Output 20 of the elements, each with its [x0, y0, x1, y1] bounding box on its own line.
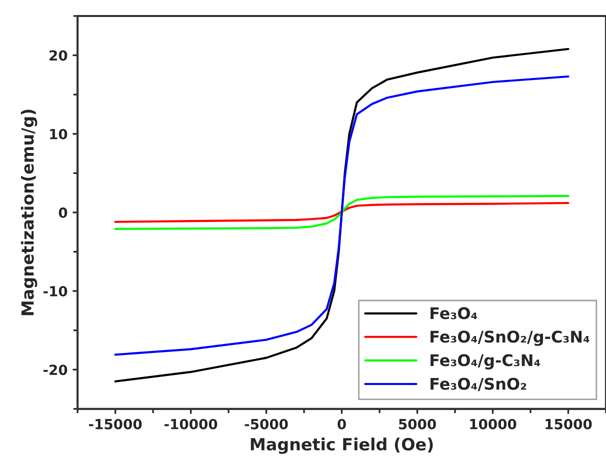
x-tick-label: 0 — [338, 418, 346, 430]
line-series — [114, 194, 570, 230]
x-tick-label: -10000 — [164, 418, 218, 430]
x-tick-label: 10000 — [470, 418, 516, 430]
y-tick-label: -20 — [44, 364, 68, 376]
x-tick-label: -15000 — [89, 418, 142, 430]
x-tick-label: 5000 — [399, 418, 436, 430]
x-axis-title: Magnetic Field (Oe) — [250, 438, 433, 454]
legend-label: Fe₃O₄ — [430, 307, 478, 320]
legend-label: Fe₃O₄/SnO₂/g-C₃N₄ — [430, 330, 590, 346]
y-tick-label: 20 — [50, 50, 68, 61]
y-axis-title: Magnetization(emu/g) — [20, 110, 38, 316]
x-tick-label: -5000 — [244, 418, 288, 430]
y-tick-label: 0 — [58, 207, 68, 218]
x-tick-label: 15000 — [546, 418, 592, 430]
y-tick-label: -10 — [44, 286, 68, 296]
legend-label: Fe₃O₄/g-C₃N₄ — [430, 354, 540, 370]
legend-label: Fe₃O₄/SnO₂ — [430, 378, 526, 392]
y-tick-label: 10 — [50, 128, 68, 140]
line-series — [114, 202, 570, 223]
